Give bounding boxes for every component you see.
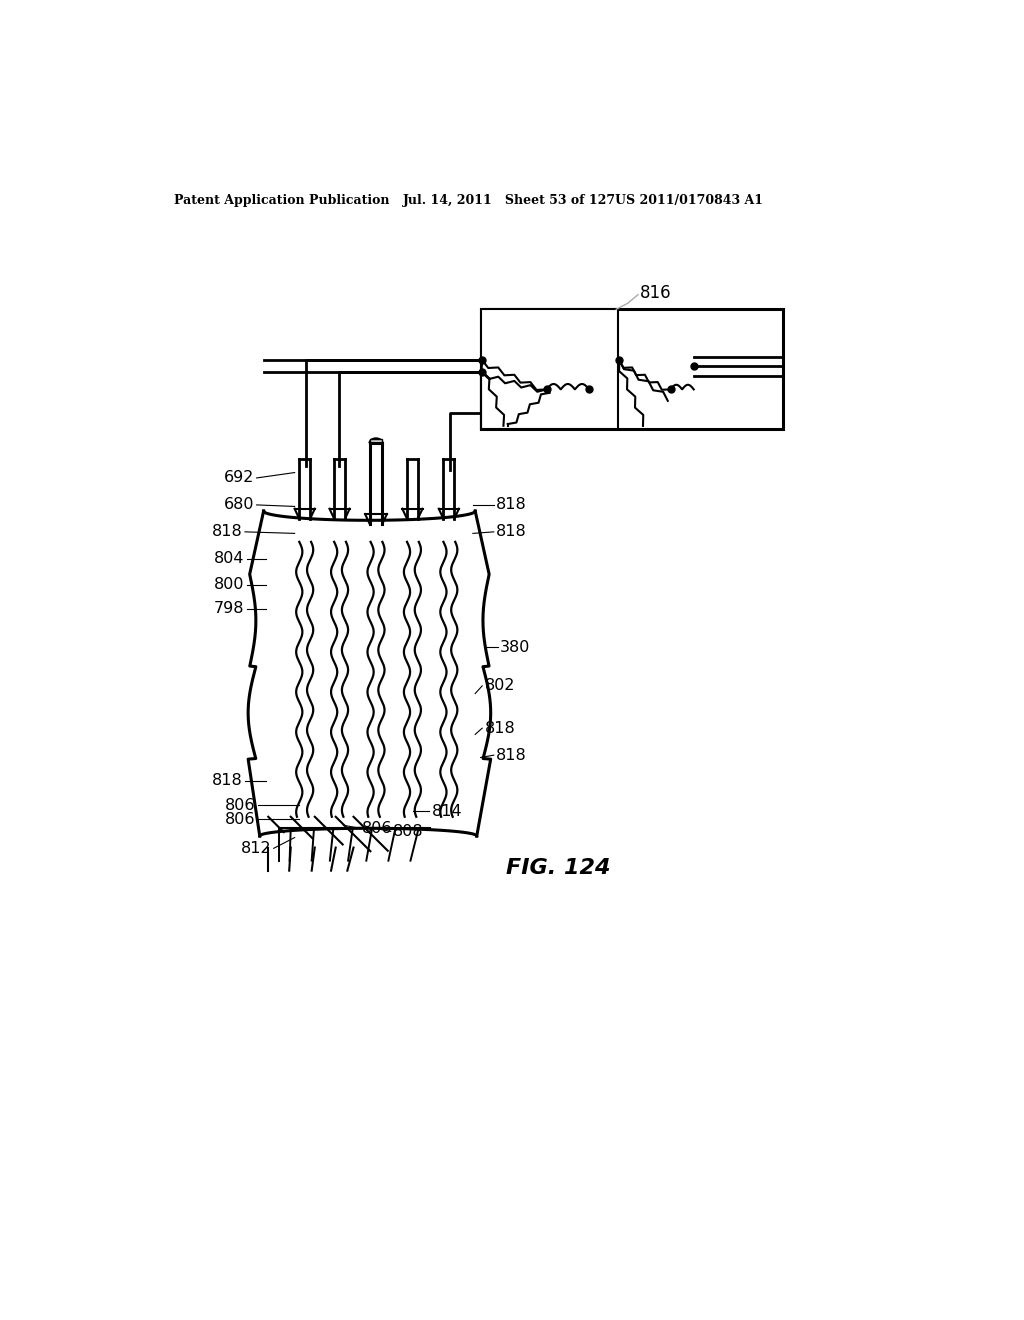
Text: FIG. 124: FIG. 124: [506, 858, 610, 878]
Bar: [480, 309, 617, 429]
Text: 680: 680: [224, 498, 254, 512]
Text: 692: 692: [224, 470, 254, 486]
Text: 806: 806: [225, 812, 256, 826]
Text: 814: 814: [432, 804, 463, 818]
Text: 818: 818: [496, 524, 527, 540]
Text: 798: 798: [214, 602, 245, 616]
Text: 816: 816: [640, 284, 671, 302]
Text: 818: 818: [496, 498, 527, 512]
Text: 804: 804: [214, 552, 245, 566]
Bar: [370, 440, 382, 444]
Text: 812: 812: [241, 841, 271, 855]
Text: 806: 806: [225, 797, 256, 813]
Text: Jul. 14, 2011   Sheet 53 of 127: Jul. 14, 2011 Sheet 53 of 127: [403, 194, 616, 207]
Text: 802: 802: [484, 678, 515, 693]
Text: 808: 808: [393, 824, 424, 840]
Text: 800: 800: [214, 577, 245, 593]
Text: 818: 818: [484, 721, 515, 735]
Text: 806: 806: [362, 821, 392, 836]
Text: 818: 818: [212, 524, 243, 540]
Text: US 2011/0170843 A1: US 2011/0170843 A1: [614, 194, 763, 207]
Text: 818: 818: [212, 774, 243, 788]
Bar: [480, 309, 783, 429]
Text: 818: 818: [496, 747, 527, 763]
Text: Patent Application Publication: Patent Application Publication: [174, 194, 390, 207]
Text: 380: 380: [500, 640, 530, 655]
